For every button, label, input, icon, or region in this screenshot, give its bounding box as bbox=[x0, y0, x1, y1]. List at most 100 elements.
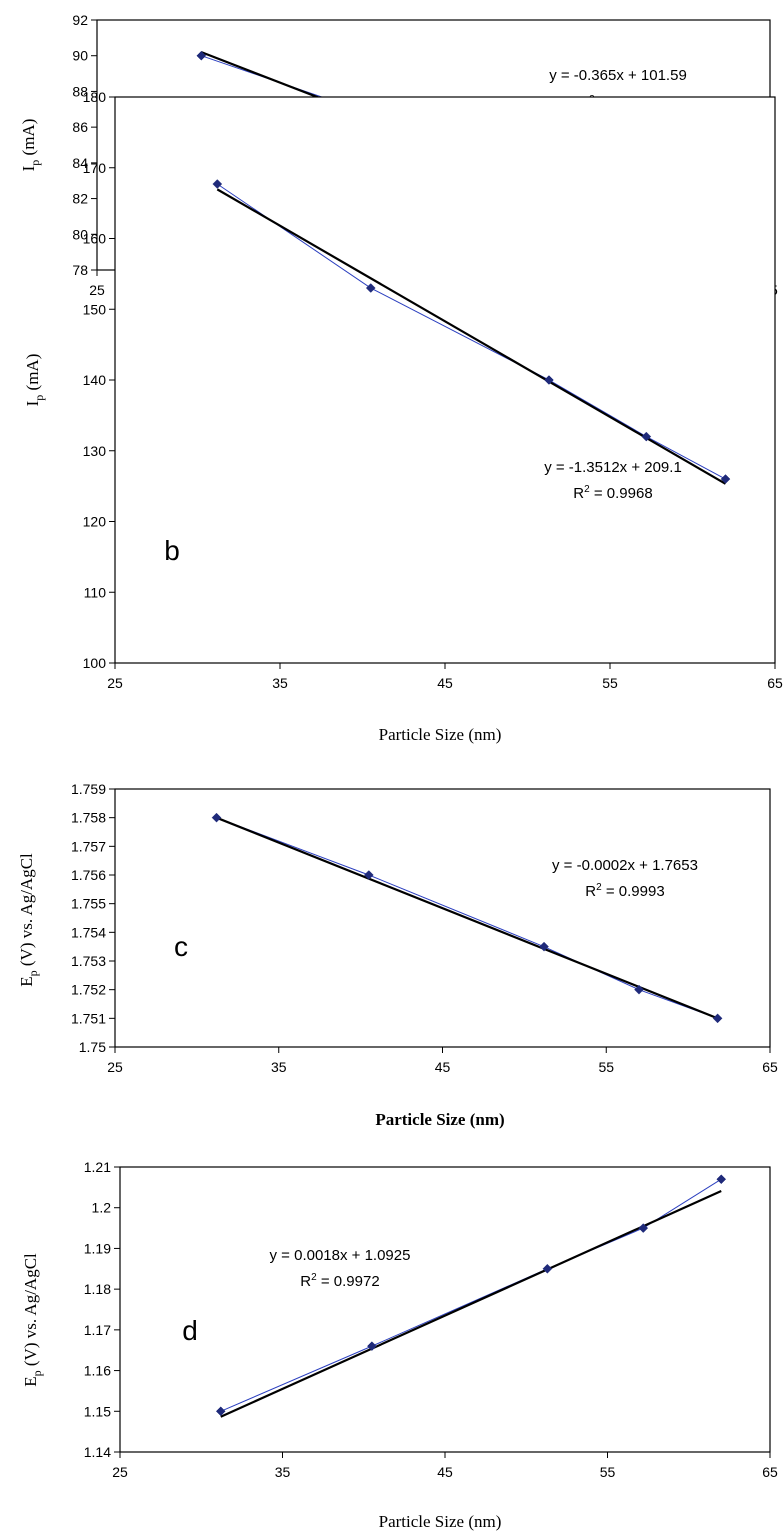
trendline-equation: y = -1.3512x + 209.1 bbox=[544, 459, 682, 476]
y-tick-label: 78 bbox=[72, 262, 88, 278]
trend-line bbox=[216, 188, 727, 485]
r-squared-value: = 0.9993 bbox=[602, 883, 665, 900]
x-tick-label: 65 bbox=[762, 1464, 778, 1480]
x-tick-label: 25 bbox=[89, 282, 105, 298]
data-point bbox=[367, 1341, 377, 1351]
y-tick-label: 82 bbox=[72, 191, 88, 207]
y-tick-label: 150 bbox=[83, 301, 107, 317]
x-tick-label: 35 bbox=[271, 1059, 287, 1075]
x-axis-title: Particle Size (nm) bbox=[379, 725, 502, 744]
y-axis-title-subscript: p bbox=[30, 1370, 44, 1376]
y-axis-title-subscript: p bbox=[26, 970, 40, 976]
data-point bbox=[720, 474, 731, 484]
data-point bbox=[716, 1174, 727, 1185]
y-axis-title-rest: (V) vs. Ag/AgCl bbox=[17, 853, 36, 970]
panel-c: 1.75 1.751 1.752 1.753 1.754 1.755 1.756 1.757 1… bbox=[17, 781, 778, 1129]
r-squared-value: = 0.9968 bbox=[590, 485, 653, 502]
x-tick-label: 45 bbox=[437, 1464, 453, 1480]
y-tick-label: 1.758 bbox=[71, 810, 106, 826]
data-point bbox=[544, 375, 554, 385]
panel-d: 1.14 1.15 1.16 1.17 1.18 1.19 1.2 1.21 25 35 45 55 6… bbox=[21, 1159, 778, 1531]
y-axis-title: Ep (V) vs. Ag/AgCl bbox=[21, 1253, 44, 1387]
data-point bbox=[211, 812, 222, 823]
data-point bbox=[539, 941, 549, 952]
y-tick-label: 1.755 bbox=[71, 896, 106, 912]
x-axis-title: Particle Size (nm) bbox=[375, 1110, 504, 1129]
y-tick-label: 1.75 bbox=[79, 1039, 106, 1055]
y-axis-title: Ip (mA) bbox=[23, 354, 46, 407]
y-tick-label: 1.757 bbox=[71, 838, 106, 854]
x-tick-label: 25 bbox=[107, 675, 123, 691]
y-tick-label: 86 bbox=[72, 119, 88, 135]
y-tick-label: 1.16 bbox=[84, 1363, 111, 1379]
trend-line bbox=[216, 816, 719, 1020]
panel-label: c bbox=[174, 931, 188, 962]
y-tick-label: 1.753 bbox=[71, 953, 106, 969]
y-tick-label: 1.15 bbox=[84, 1403, 111, 1419]
x-tick-label: 55 bbox=[598, 1059, 614, 1075]
r-squared-superscript: 2 bbox=[311, 1272, 317, 1283]
y-tick-label: 92 bbox=[72, 12, 88, 28]
x-tick-label: 25 bbox=[107, 1059, 123, 1075]
y-axis-title-main: E bbox=[17, 976, 36, 986]
y-tick-label: 170 bbox=[83, 160, 107, 176]
plot-area-frame bbox=[114, 788, 771, 1048]
data-point bbox=[215, 1406, 226, 1417]
y-tick-label: 180 bbox=[83, 89, 107, 105]
panel-label: d bbox=[182, 1315, 198, 1346]
y-tick-label: 110 bbox=[84, 584, 107, 600]
x-tick-label: 35 bbox=[272, 675, 288, 691]
y-tick-label: 1.19 bbox=[84, 1240, 111, 1256]
y-axis-title: Ep (V) vs. Ag/AgCl bbox=[17, 853, 40, 987]
y-tick-label: 1.752 bbox=[71, 982, 106, 998]
y-axis-title-rest: (mA) bbox=[19, 119, 38, 160]
y-tick-label: 100 bbox=[83, 655, 107, 671]
r-squared-prefix: R bbox=[585, 883, 596, 900]
data-point bbox=[634, 984, 644, 995]
y-tick-label: 160 bbox=[83, 231, 107, 247]
trendline-equation: y = -0.365x + 101.59 bbox=[549, 67, 687, 84]
panel-label: b bbox=[164, 535, 180, 566]
y-tick-label: 1.21 bbox=[84, 1159, 111, 1175]
y-axis-title-subscript: p bbox=[32, 395, 46, 401]
y-axis-title-main: I bbox=[19, 165, 38, 171]
y-tick-label: 1.18 bbox=[84, 1281, 111, 1297]
panel-b: 100 110 120 130 140 150 160 170 180 25 35 45 55 65 y =… bbox=[23, 89, 783, 744]
data-point bbox=[641, 431, 652, 442]
r-squared-prefix: R bbox=[573, 485, 584, 502]
r-squared-value: = 0.9972 bbox=[317, 1273, 380, 1290]
y-axis-title-main: E bbox=[21, 1376, 40, 1386]
data-point bbox=[196, 50, 207, 61]
x-tick-label: 45 bbox=[437, 675, 453, 691]
trendline-equation: y = -0.0002x + 1.7653 bbox=[552, 857, 698, 874]
y-tick-label: 1.14 bbox=[84, 1444, 111, 1460]
y-tick-label: 1.754 bbox=[71, 924, 106, 940]
data-point bbox=[542, 1263, 553, 1274]
y-axis-title: Ip (mA) bbox=[19, 119, 42, 172]
y-tick-label: 88 bbox=[72, 83, 88, 99]
trend-line bbox=[220, 1190, 722, 1418]
x-axis-title: Particle Size (nm) bbox=[379, 1512, 502, 1531]
data-point bbox=[638, 1223, 649, 1233]
y-tick-label: 84 bbox=[72, 155, 88, 171]
data-point bbox=[365, 283, 376, 293]
x-tick-label: 35 bbox=[275, 1464, 291, 1480]
y-tick-label: 1.756 bbox=[71, 867, 106, 883]
y-tick-label: 140 bbox=[83, 372, 107, 388]
y-axis-title-subscript: p bbox=[28, 160, 42, 166]
trendline-equation: y = 0.0018x + 1.0925 bbox=[270, 1247, 411, 1264]
r-squared-label: R2 = 0.9993 bbox=[585, 882, 664, 900]
x-tick-label: 65 bbox=[762, 1059, 778, 1075]
plot-area-frame bbox=[114, 96, 776, 664]
y-tick-label: 1.759 bbox=[71, 781, 106, 797]
y-tick-label: 90 bbox=[72, 48, 88, 64]
r-squared-prefix: R bbox=[300, 1273, 311, 1290]
x-tick-label: 45 bbox=[435, 1059, 451, 1075]
plot-area-frame bbox=[119, 1166, 771, 1453]
data-point bbox=[712, 1013, 723, 1024]
r-squared-label: R2 = 0.9972 bbox=[300, 1272, 379, 1290]
x-tick-label: 65 bbox=[767, 675, 783, 691]
y-tick-label: 130 bbox=[83, 443, 107, 459]
x-tick-label: 25 bbox=[112, 1464, 128, 1480]
